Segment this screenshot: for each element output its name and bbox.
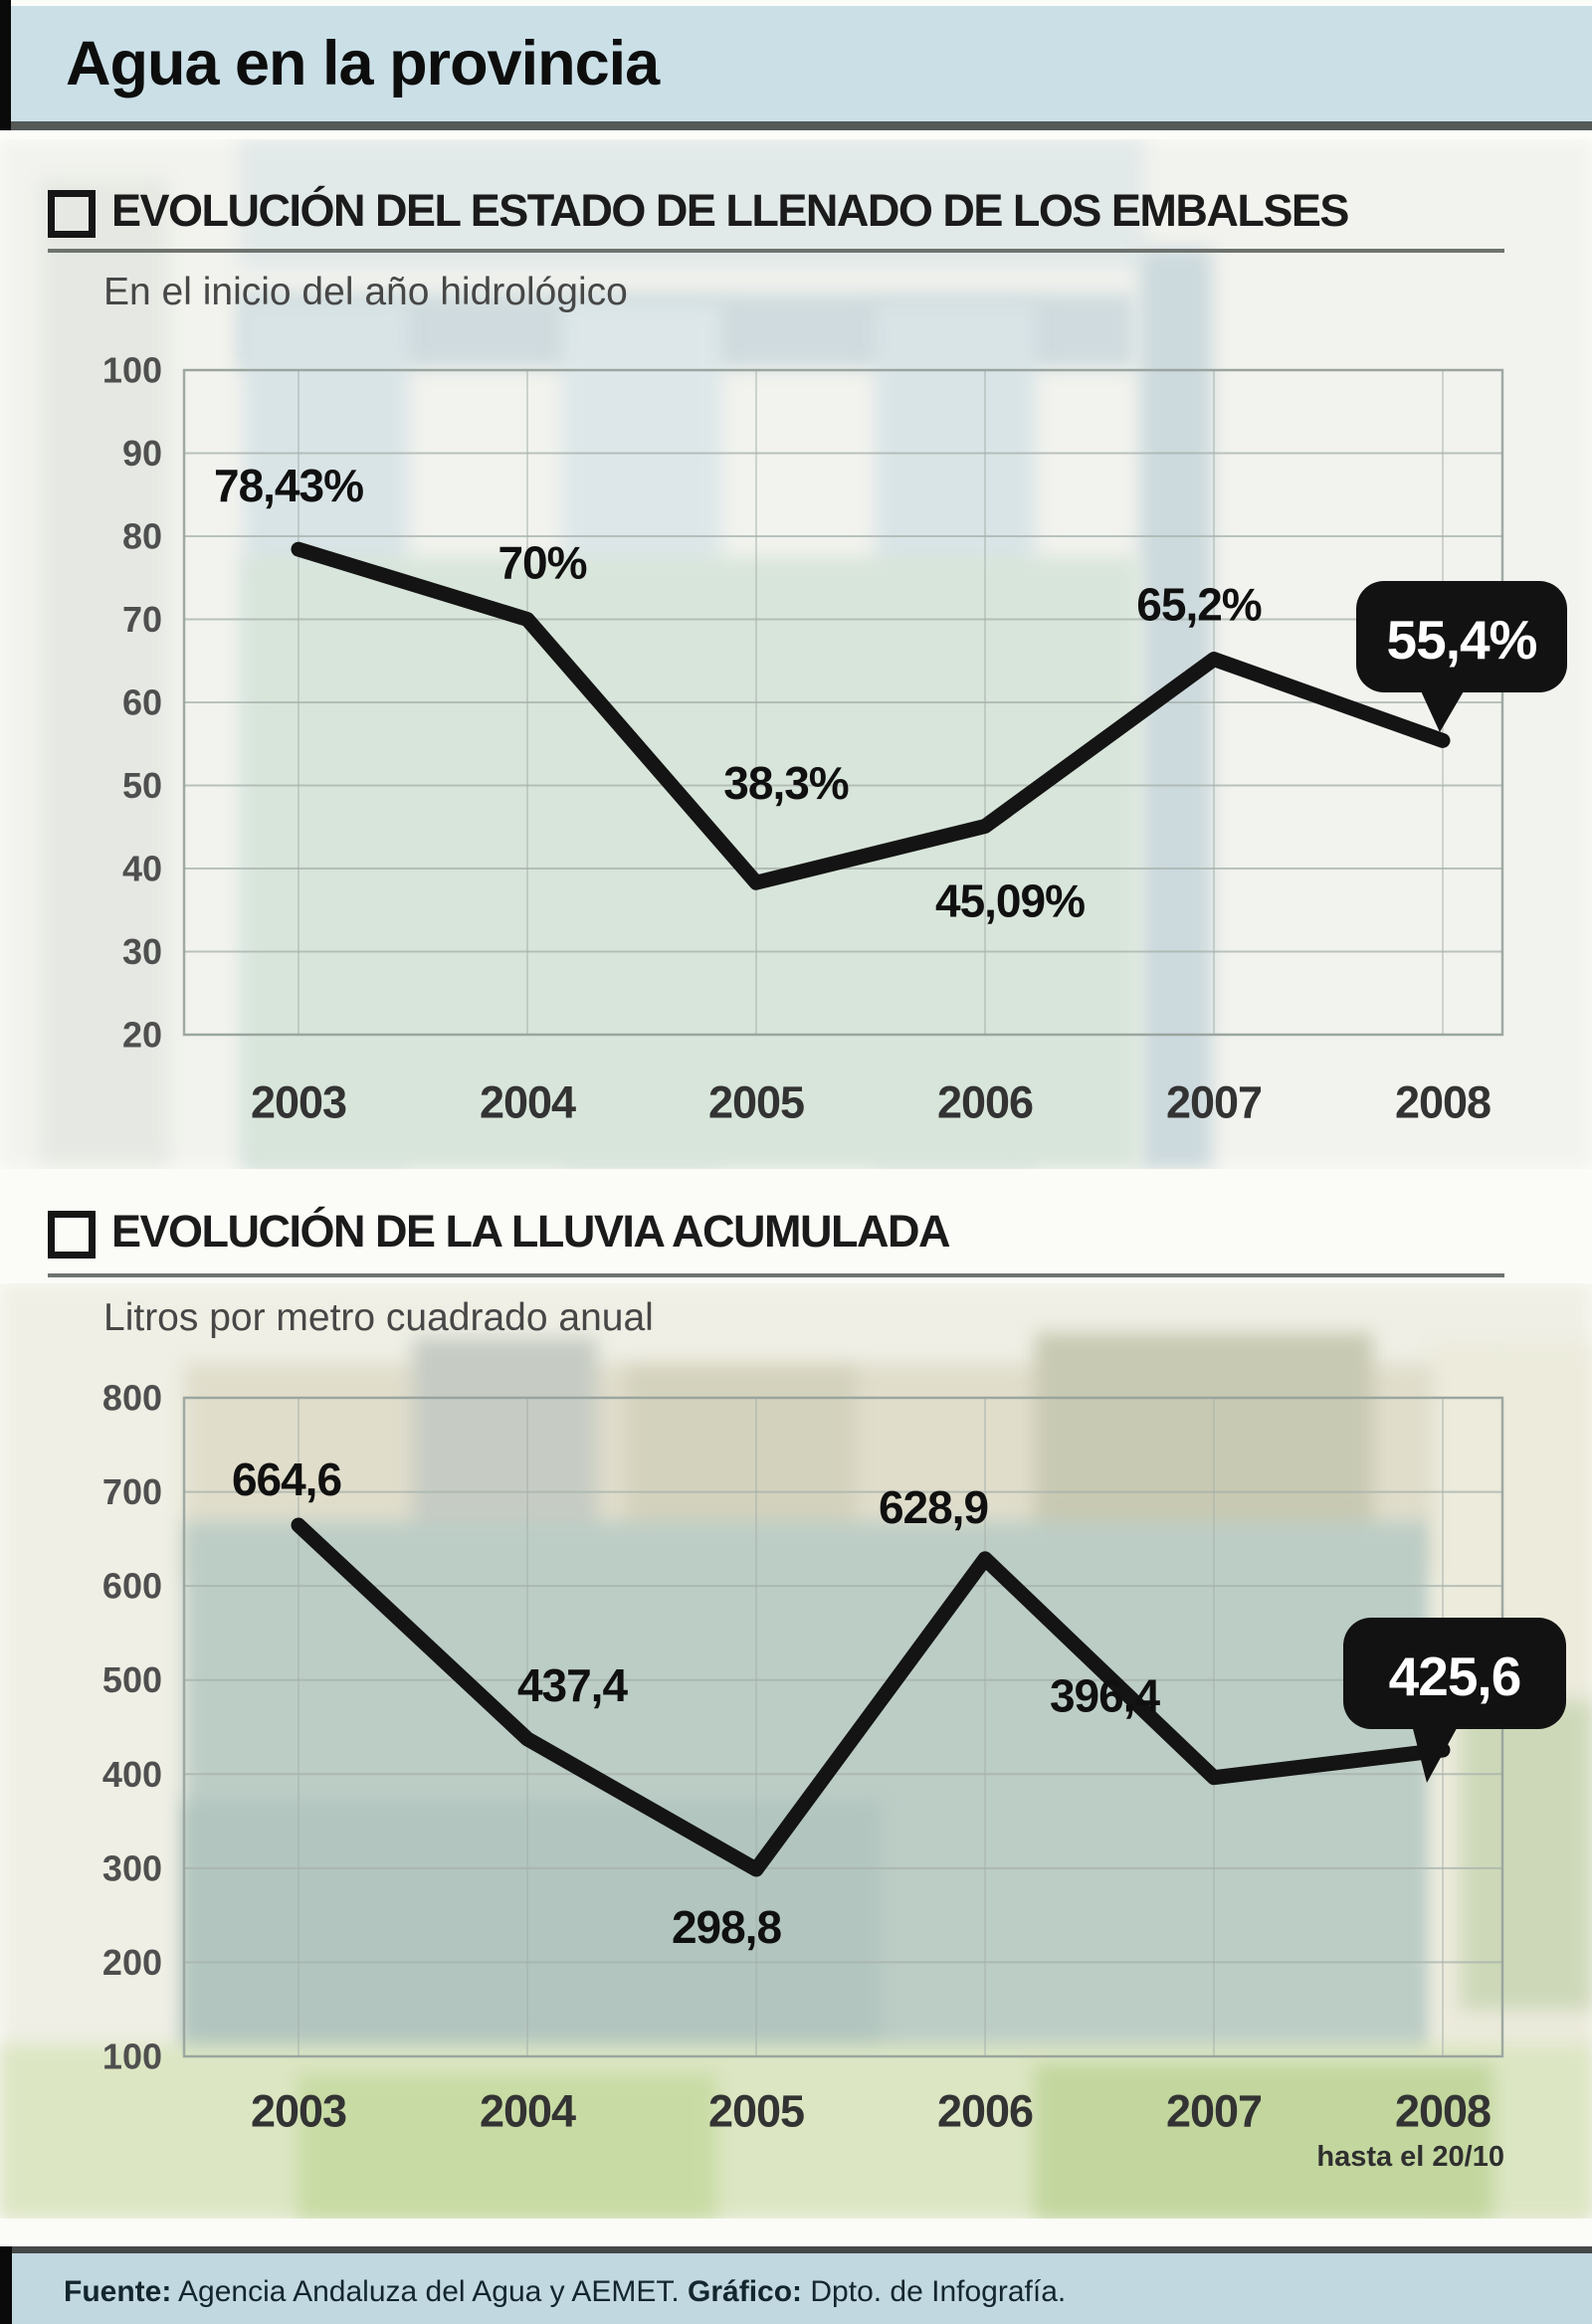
section-header-lluvia: EVOLUCIÓN DE LA LLUVIA ACUMULADA bbox=[48, 1206, 950, 1259]
page-title: Agua en la provincia bbox=[66, 29, 660, 98]
chart-subtitle-lluvia: Litros por metro cuadrado anual bbox=[103, 1296, 654, 1339]
photo-water-dark bbox=[184, 1801, 881, 2064]
footer-bar: Fuente: Agencia Andaluza del Agua y AEME… bbox=[0, 2246, 1592, 2324]
footer-source-text: Agencia Andaluza del Agua y AEMET. bbox=[171, 2275, 689, 2308]
footer-accent-bar bbox=[0, 2246, 12, 2324]
photo-spillway-column bbox=[1140, 249, 1212, 1169]
photo-foliage-3 bbox=[1035, 2064, 1492, 2219]
section-title-embalses: EVOLUCIÓN DEL ESTADO DE LLENADO DE LOS E… bbox=[111, 185, 1349, 236]
section-rule-2 bbox=[48, 1273, 1504, 1277]
footer-source-label: Fuente: bbox=[64, 2275, 172, 2308]
section-title-lluvia: EVOLUCIÓN DE LA LLUVIA ACUMULADA bbox=[111, 1206, 950, 1257]
photo-dam-towers bbox=[239, 139, 1144, 269]
chart-subtitle-embalses: En el inicio del año hidrológico bbox=[103, 271, 628, 313]
footer-credit-text: Dpto. de Infografía. bbox=[802, 2275, 1067, 2308]
title-accent-bar bbox=[0, 0, 11, 130]
photo-dam-wall bbox=[244, 557, 1139, 1169]
footer-credit-label: Gráfico: bbox=[688, 2275, 803, 2308]
photo-foliage-2 bbox=[298, 2074, 716, 2219]
reservoir-photo-background bbox=[0, 1283, 1592, 2219]
title-bar: Agua en la provincia bbox=[0, 0, 1592, 130]
chart-note-hasta: hasta el 20/10 bbox=[1316, 2141, 1504, 2173]
square-bullet-icon-2 bbox=[48, 1211, 96, 1259]
section-rule-1 bbox=[48, 249, 1504, 253]
section-header-embalses: EVOLUCIÓN DEL ESTADO DE LLENADO DE LOS E… bbox=[48, 185, 1349, 238]
photo-right-bush bbox=[1461, 1701, 1592, 2010]
photo-left-streak bbox=[40, 179, 169, 1164]
square-bullet-icon bbox=[48, 190, 96, 238]
